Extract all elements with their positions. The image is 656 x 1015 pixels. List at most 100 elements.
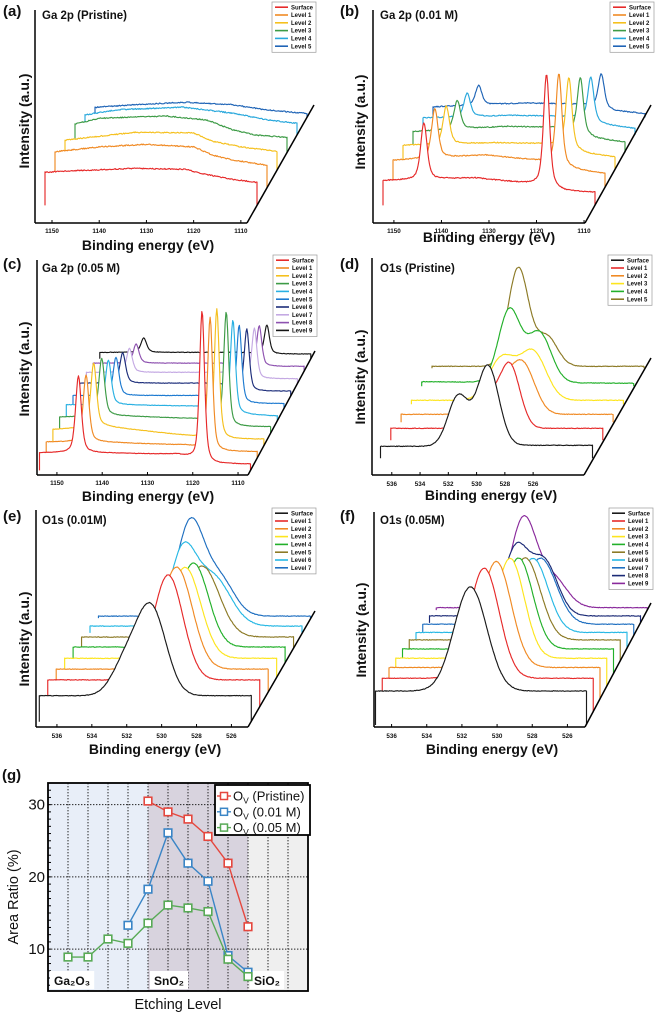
y-tick-label: 30 [28, 797, 45, 814]
legend-item-level-1: Level 1 [611, 266, 648, 272]
x-tick-label: 1130 [141, 480, 155, 487]
spectrum-line-level-3 [74, 115, 288, 153]
legend-item-level-5: Level 5 [275, 550, 312, 556]
spectrum-line-surface [38, 310, 252, 471]
legend-label: Level 2 [627, 274, 648, 280]
spectrum-fill-surface [380, 364, 593, 459]
spectrum-fill-level-1 [46, 317, 258, 458]
legend-box [271, 1, 317, 53]
spectrum-fill-surface [375, 586, 587, 725]
legend-label: Level 2 [291, 527, 312, 533]
legend-label: Level 3 [628, 535, 649, 541]
legend-label: Level 4 [291, 37, 312, 43]
legend-item-level-2: Level 2 [275, 527, 312, 533]
panel-g: Ga₂O₃ SnO₂ SiO₂ 10 20 30 Etching Level Area Rat… [2, 767, 311, 1013]
legend-label: Level 8 [628, 574, 649, 580]
legend-item-level-5: Level 5 [613, 44, 650, 50]
legend-label: Level 4 [629, 37, 650, 43]
legend-label: Level 1 [291, 13, 312, 19]
spectrum-fill-surface [39, 311, 251, 471]
data-point-marker [143, 884, 153, 894]
legend-item: OV (Pristine) [217, 789, 304, 806]
legend-item-level-1: Level 1 [612, 519, 649, 525]
axes: 536 534 532 530 528 526 [371, 258, 652, 488]
x-tick-label: 1140 [92, 228, 106, 235]
spectrum-line-surface [379, 364, 594, 459]
legend-label: Level 5 [291, 44, 312, 50]
y-tick-label: 20 [28, 869, 45, 886]
x-tick-label: 1110 [577, 228, 591, 235]
x-tick-label: 528 [191, 733, 202, 740]
series-line [68, 904, 249, 978]
spectra-stack [44, 101, 308, 206]
panel-title: Ga 2p (0.01 M) [380, 10, 458, 22]
legend-item-level-3: Level 3 [276, 282, 313, 288]
region-label: Ga₂O₃ [54, 974, 90, 988]
panel-label: (a) [3, 3, 21, 20]
legend-label: Level 3 [291, 29, 312, 35]
data-point-marker [163, 900, 173, 910]
legend-item-level-9: Level 9 [612, 582, 649, 588]
axes: 1150 1140 1130 1120 1110 [372, 10, 652, 235]
depth-axis-line [584, 602, 652, 728]
legend-item-surface: Surface [275, 511, 314, 517]
data-point-marker [223, 954, 233, 964]
legend-label: OV (0.05 M) [233, 820, 301, 837]
data-point-marker [183, 903, 193, 913]
x-tick-label: 1120 [186, 480, 200, 487]
spectrum-line-level-4 [84, 106, 298, 135]
legend: Surface Level 1 Level 2 Level 3 Level 4Level… [607, 254, 653, 306]
legend-label: Level 9 [292, 329, 313, 335]
legend-item: OV (0.05 M) [217, 820, 301, 837]
plot-frame [47, 782, 309, 992]
legend-label: Level 3 [629, 29, 650, 35]
x-tick-label: 530 [492, 733, 503, 740]
legend-label: Surface [627, 258, 650, 264]
panel-b: 1150 1140 1130 1120 1110 (b) Ga 2p (0.01 M) Bin… [340, 1, 655, 245]
spectra-stack [38, 308, 312, 471]
y-tick-label: 10 [28, 941, 45, 958]
depth-axis-line [584, 104, 652, 224]
legend-box [214, 784, 311, 836]
legend-item-level-2: Level 2 [611, 274, 648, 280]
legend: OV (Pristine)OV (0.01 M)OV (0.05 M) [214, 784, 311, 837]
legend-item-level-2: Level 2 [276, 274, 313, 280]
data-point-marker [183, 858, 193, 868]
panel-label: (e) [3, 508, 21, 525]
spectrum-line-level-6 [89, 541, 303, 633]
region-label-box [250, 971, 284, 989]
y-axis-label: Intensity (a.u.) [353, 583, 369, 678]
legend-item-surface: Surface [613, 5, 652, 11]
x-tick-label: 530 [471, 481, 482, 488]
legend-label-main: O [233, 820, 243, 835]
depth-axis-line [247, 350, 316, 476]
legend-label: Level 6 [291, 558, 312, 564]
axes: 1150 1140 1130 1120 1110 [36, 260, 316, 487]
x-tick-label: 1120 [530, 228, 544, 235]
legend-label: Level 3 [291, 535, 312, 541]
spectrum-fill-level-4 [421, 307, 634, 387]
x-tick-label: 526 [562, 733, 573, 740]
legend-item-level-4: Level 4 [613, 37, 650, 43]
x-tick-label: 1150 [387, 228, 401, 235]
legend-item-level-2: Level 2 [613, 21, 650, 27]
legend-item-level-9: Level 9 [276, 329, 313, 335]
legend-item-level-5: Level 5 [276, 297, 313, 303]
legend-item-surface: Surface [611, 258, 650, 264]
spectrum-line-level-4 [421, 307, 635, 387]
legend-label-rest: (0.01 M) [249, 804, 301, 819]
x-axis-label: Binding energy (eV) [89, 741, 221, 757]
spectrum-line-level-1 [54, 143, 268, 188]
legend-box [607, 254, 653, 306]
data-point-marker [83, 952, 93, 962]
legend-label: Level 4 [627, 290, 648, 296]
spectrum-line-surface [374, 586, 588, 725]
panel-title: O1s (0.01M) [42, 515, 107, 527]
legend-label: Level 1 [292, 266, 313, 272]
x-tick-label: 1140 [95, 480, 109, 487]
legend-item-level-4: Level 4 [276, 290, 313, 296]
y-axis-label: Intensity (a.u.) [16, 592, 32, 687]
panel-e: 536 534 532 530 528 526 (e) O1s (0.01M) Binding … [3, 507, 317, 757]
depth-axis-line [247, 610, 316, 728]
